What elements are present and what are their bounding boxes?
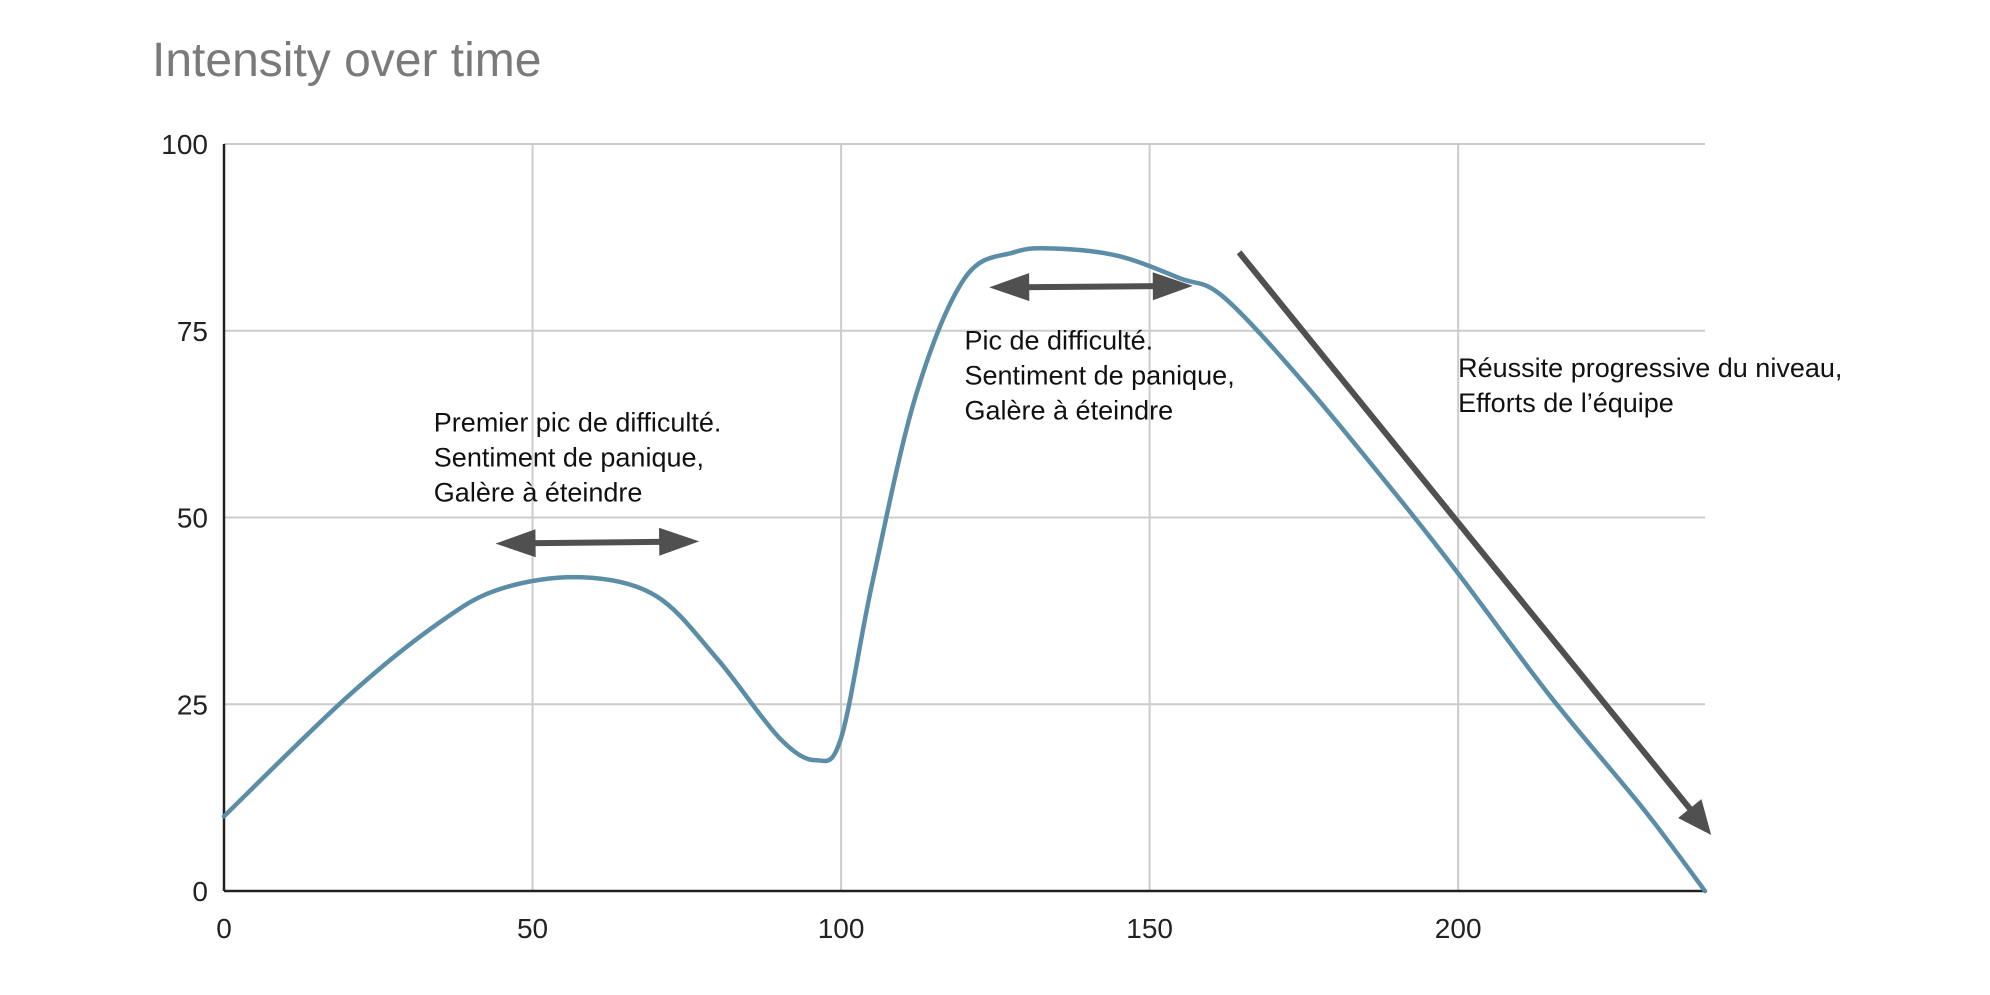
- series-line-0: [221, 245, 1708, 894]
- axes: [222, 144, 1705, 893]
- grid: [224, 143, 1705, 891]
- annotation-arrow-shaft-1: [1021, 283, 1161, 291]
- tick-labels: 0 25 50 75 100 0 50 100 150 200: [161, 129, 1481, 944]
- y-tick-label: 75: [177, 316, 208, 347]
- annotation-arrow-head-0: [659, 527, 700, 556]
- annotation-arrow-shaft-2: [1236, 250, 1697, 816]
- annotation-arrow-head-1-start: [989, 273, 1030, 302]
- x-tick-label: 100: [818, 913, 865, 944]
- x-tick-label: 0: [216, 913, 232, 944]
- x-tick-label: 150: [1126, 913, 1173, 944]
- annotation-arrow-head-1: [1152, 272, 1193, 301]
- chart-title: Intensity over time: [152, 34, 541, 87]
- y-tick-label: 25: [177, 689, 208, 720]
- series-layer: [221, 245, 1708, 894]
- y-tick-label: 0: [192, 876, 208, 907]
- annotation-line: Pic de difficulté.: [965, 325, 1154, 355]
- annotation-line: Galère à éteindre: [434, 478, 643, 508]
- annotation-arrow-head-2: [1678, 799, 1712, 835]
- annotation-line: Sentiment de panique,: [965, 360, 1235, 390]
- annotations: Premier pic de difficulté. Sentiment de p…: [434, 250, 1842, 835]
- annotation-arrow-head-0-start: [495, 529, 536, 558]
- annotation-line: Efforts de l’équipe: [1458, 388, 1674, 418]
- x-tick-label: 200: [1435, 913, 1482, 944]
- annotation-text: Pic de difficulté. Sentiment de panique, G…: [965, 325, 1235, 425]
- annotation-text: Réussite progressive du niveau, Efforts d…: [1458, 353, 1842, 418]
- annotation-line: Galère à éteindre: [965, 395, 1174, 425]
- annotation-line: Premier pic de difficulté.: [434, 408, 722, 438]
- y-tick-label: 100: [161, 129, 208, 160]
- annotation-text: Premier pic de difficulté. Sentiment de p…: [434, 408, 722, 508]
- x-tick-label: 50: [517, 913, 548, 944]
- annotation-line: Sentiment de panique,: [434, 443, 704, 473]
- annotation-arrow-shaft-0: [527, 538, 668, 547]
- y-tick-label: 50: [177, 503, 208, 534]
- annotation-line: Réussite progressive du niveau,: [1458, 353, 1842, 383]
